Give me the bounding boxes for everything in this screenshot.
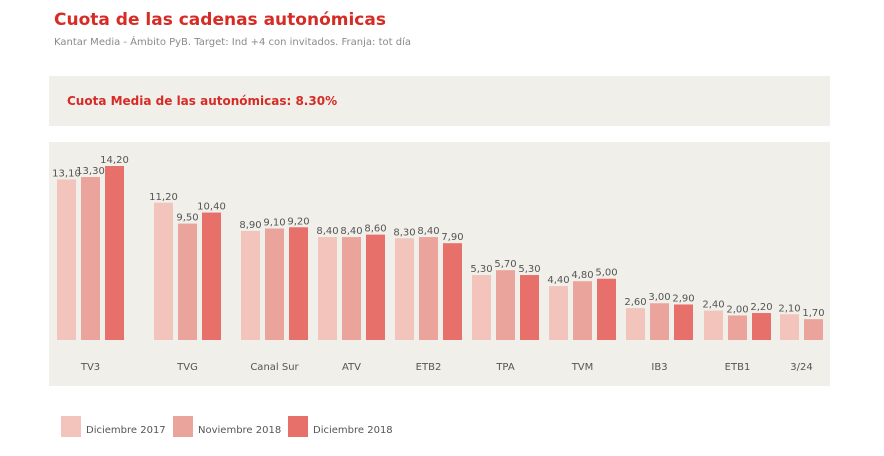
data-label: 4,40 [547,275,569,286]
legend-swatch [173,416,193,437]
chart-subtitle: Kantar Media - Ámbito PyB. Target: Ind +… [54,37,411,48]
data-label: 10,40 [197,202,226,213]
data-label: 5,00 [595,268,617,279]
data-label: 14,20 [100,155,129,166]
bar [472,275,491,340]
data-label: 2,10 [778,303,800,314]
bar [549,286,568,340]
bar [154,202,173,340]
bar [573,281,592,340]
data-label: 8,60 [364,224,386,235]
bar [265,228,284,340]
bar [342,237,361,340]
bar [443,243,462,340]
category-label: ATV [342,362,361,373]
bar [597,278,616,340]
data-label: 2,20 [750,302,772,313]
bar [241,230,260,340]
average-panel: Cuota Media de las autonómicas: 8.30% [49,76,830,126]
category-label: ETB1 [725,362,751,373]
category-label: TPA [495,362,514,373]
bar [178,223,197,340]
bar [650,303,669,340]
data-label: 13,10 [52,168,81,179]
bar [752,313,771,340]
data-label: 2,00 [726,304,748,315]
data-label: 8,40 [316,226,338,237]
data-label: 2,60 [624,297,646,308]
legend-swatch [61,416,81,437]
data-label: 8,90 [239,220,261,231]
category-label: TVG [176,362,198,373]
bar [318,237,337,340]
category-label: TV3 [80,362,100,373]
data-label: 11,20 [149,192,178,203]
data-label: 9,20 [287,216,309,227]
category-label: TVM [571,362,594,373]
data-label: 9,50 [176,213,198,224]
data-label: 5,30 [518,264,540,275]
bar [366,234,385,340]
bar [520,275,539,340]
bar [626,308,645,340]
bar [81,177,100,340]
bar [395,238,414,340]
bar [496,270,515,340]
data-label: 7,90 [441,232,463,243]
data-label: 13,30 [76,166,105,177]
data-label: 8,40 [417,226,439,237]
data-label: 1,70 [802,308,824,319]
data-label: 8,40 [340,226,362,237]
bar [674,304,693,340]
legend-label: Diciembre 2018 [313,425,393,436]
bar [704,310,723,340]
data-label: 4,80 [571,270,593,281]
bar [289,227,308,340]
bar [57,179,76,340]
data-label: 2,90 [672,293,694,304]
bar [804,319,823,340]
bar [728,315,747,340]
data-label: 5,70 [494,259,516,270]
legend-label: Noviembre 2018 [198,425,282,436]
bar [780,314,799,340]
category-label: 3/24 [790,362,812,373]
data-label: 3,00 [648,292,670,303]
bar [419,237,438,340]
bar [202,212,221,340]
chart-panel: 13,10 13,30 14,20 TV3 11,20 9,50 10,40 TVG 8,90 9… [49,142,830,386]
chart-title: Cuota de las cadenas autonómicas [54,10,386,30]
average-label: Cuota Media de las autonómicas: 8.30% [67,94,338,108]
data-label: 8,30 [393,227,415,238]
category-label: ETB2 [416,362,442,373]
data-label: 2,40 [702,300,724,311]
data-label: 9,10 [263,217,285,228]
bar [105,166,124,340]
legend-label: Diciembre 2017 [86,425,166,436]
category-label: IB3 [651,362,667,373]
category-label: Canal Sur [250,362,299,373]
data-label: 5,30 [470,264,492,275]
legend-swatch [288,416,308,437]
